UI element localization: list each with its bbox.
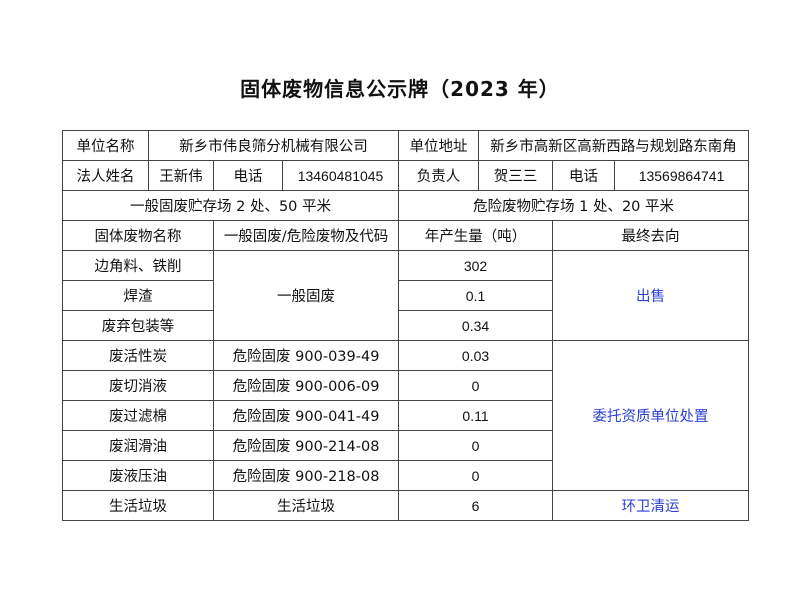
legal-person: 王新伟 bbox=[148, 160, 214, 191]
waste-name: 生活垃圾 bbox=[62, 490, 214, 521]
waste-name: 废切消液 bbox=[62, 370, 214, 401]
table-row: 废弃包装等 0.34 bbox=[62, 310, 749, 341]
waste-info-table: 单位名称 新乡市伟良筛分机械有限公司 单位地址 新乡市高新区高新西路与规划路东南… bbox=[61, 130, 750, 521]
table-row: 边角料、铁削 一般固废 302 出售 bbox=[62, 250, 750, 341]
waste-amount: 0.11 bbox=[398, 400, 554, 431]
phone-value: 13460481045 bbox=[281, 160, 400, 191]
waste-amount: 0 bbox=[398, 460, 554, 491]
responsible-label: 负责人 bbox=[398, 160, 480, 191]
waste-amount: 0.34 bbox=[398, 310, 554, 341]
waste-destination: 出售 bbox=[552, 250, 750, 341]
unit-name-label: 单位名称 bbox=[62, 130, 149, 161]
header-cell: 年产生量（吨） bbox=[398, 220, 554, 251]
waste-code: 危险固废 900-039-49 bbox=[212, 340, 400, 371]
waste-code: 危险固废 900-218-08 bbox=[212, 460, 400, 491]
table-row: 废切消液 危险固废 900-006-09 0 bbox=[62, 370, 749, 401]
waste-amount: 0 bbox=[398, 430, 554, 461]
header-cell: 固体废物名称 bbox=[62, 220, 214, 251]
legal-person-label: 法人姓名 bbox=[62, 160, 149, 191]
waste-name: 废过滤棉 bbox=[62, 400, 214, 431]
table-row: 单位名称 新乡市伟良筛分机械有限公司 单位地址 新乡市高新区高新西路与规划路东南… bbox=[62, 130, 750, 161]
header-cell: 最终去向 bbox=[552, 220, 750, 251]
phone-label: 电话 bbox=[213, 160, 283, 191]
waste-destination: 委托资质单位处置 bbox=[552, 340, 750, 491]
unit-name: 新乡市伟良筛分机械有限公司 bbox=[147, 130, 400, 161]
phone-value: 13569864741 bbox=[614, 160, 750, 191]
page-title: 固体废物信息公示牌（2023 年） bbox=[240, 77, 560, 101]
table-row: 焊渣 0.1 bbox=[62, 280, 749, 311]
waste-destination: 环卫清运 bbox=[552, 490, 750, 521]
table-row: 法人姓名 王新伟 电话 13460481045 负责人 贺三三 电话 13569… bbox=[62, 160, 750, 191]
unit-address-label: 单位地址 bbox=[398, 130, 480, 161]
waste-name: 废活性炭 bbox=[62, 340, 214, 371]
table-row: 废润滑油 危险固废 900-214-08 0 bbox=[62, 430, 749, 461]
waste-code: 危险固废 900-006-09 bbox=[212, 370, 400, 401]
waste-category: 生活垃圾 bbox=[212, 490, 400, 521]
waste-code: 危险固废 900-214-08 bbox=[212, 430, 400, 461]
unit-address: 新乡市高新区高新西路与规划路东南角 bbox=[478, 130, 750, 161]
table-row: 废过滤棉 危险固废 900-041-49 0.11 bbox=[62, 400, 749, 431]
waste-amount: 0 bbox=[398, 370, 554, 401]
phone-label: 电话 bbox=[552, 160, 616, 191]
general-storage: 一般固废贮存场 2 处、50 平米 bbox=[61, 190, 400, 221]
header-row: 固体废物名称 一般固废/危险废物及代码 年产生量（吨） 最终去向 bbox=[62, 220, 750, 251]
waste-amount: 302 bbox=[398, 250, 554, 281]
table-row: 生活垃圾 生活垃圾 6 环卫清运 bbox=[62, 490, 750, 521]
waste-category: 一般固废 bbox=[212, 250, 400, 341]
waste-name: 边角料、铁削 bbox=[62, 250, 214, 281]
responsible-person: 贺三三 bbox=[478, 160, 554, 191]
waste-name: 焊渣 bbox=[62, 280, 214, 311]
hazardous-storage: 危险废物贮存场 1 处、20 平米 bbox=[398, 190, 750, 221]
header-cell: 一般固废/危险废物及代码 bbox=[212, 220, 400, 251]
waste-code: 危险固废 900-041-49 bbox=[212, 400, 400, 431]
waste-amount: 6 bbox=[398, 490, 554, 521]
table-row: 废活性炭 危险固废 900-039-49 0.03 委托资质单位处置 bbox=[62, 340, 750, 491]
table-row: 废液压油 危险固废 900-218-08 0 bbox=[62, 460, 749, 491]
waste-name: 废液压油 bbox=[62, 460, 214, 491]
waste-name: 废弃包装等 bbox=[62, 310, 214, 341]
table-row: 一般固废贮存场 2 处、50 平米 危险废物贮存场 1 处、20 平米 bbox=[61, 190, 750, 221]
waste-amount: 0.1 bbox=[398, 280, 554, 311]
waste-name: 废润滑油 bbox=[62, 430, 214, 461]
waste-amount: 0.03 bbox=[398, 340, 554, 371]
